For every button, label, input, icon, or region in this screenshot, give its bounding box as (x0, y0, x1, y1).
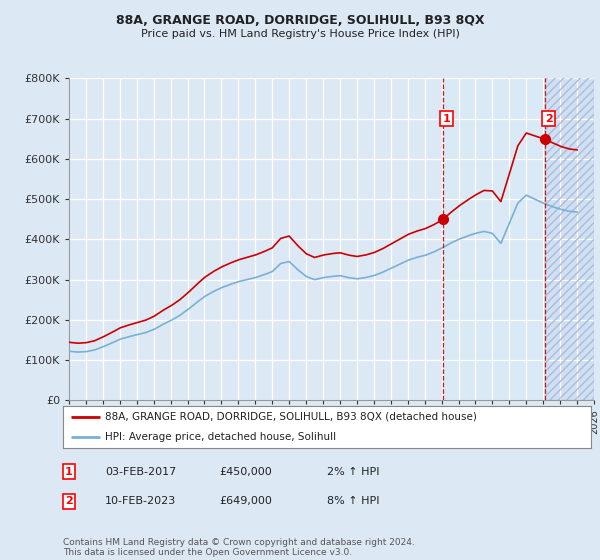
Text: 03-FEB-2017: 03-FEB-2017 (105, 466, 176, 477)
Text: Price paid vs. HM Land Registry's House Price Index (HPI): Price paid vs. HM Land Registry's House … (140, 29, 460, 39)
Text: 1: 1 (443, 114, 451, 124)
Bar (443, 78, 545, 400)
Bar (545, 78, 594, 400)
Text: 2% ↑ HPI: 2% ↑ HPI (327, 466, 380, 477)
Text: 88A, GRANGE ROAD, DORRIDGE, SOLIHULL, B93 8QX (detached house): 88A, GRANGE ROAD, DORRIDGE, SOLIHULL, B9… (105, 412, 477, 422)
Text: 2: 2 (545, 114, 553, 124)
Text: 10-FEB-2023: 10-FEB-2023 (105, 496, 176, 506)
Text: 88A, GRANGE ROAD, DORRIDGE, SOLIHULL, B93 8QX: 88A, GRANGE ROAD, DORRIDGE, SOLIHULL, B9… (116, 14, 484, 27)
Text: £649,000: £649,000 (219, 496, 272, 506)
Text: Contains HM Land Registry data © Crown copyright and database right 2024.
This d: Contains HM Land Registry data © Crown c… (63, 538, 415, 557)
Text: £450,000: £450,000 (219, 466, 272, 477)
Text: HPI: Average price, detached house, Solihull: HPI: Average price, detached house, Soli… (105, 432, 337, 442)
Text: 2: 2 (65, 496, 73, 506)
Text: 1: 1 (65, 466, 73, 477)
Text: 8% ↑ HPI: 8% ↑ HPI (327, 496, 380, 506)
Bar (545, 78, 594, 400)
